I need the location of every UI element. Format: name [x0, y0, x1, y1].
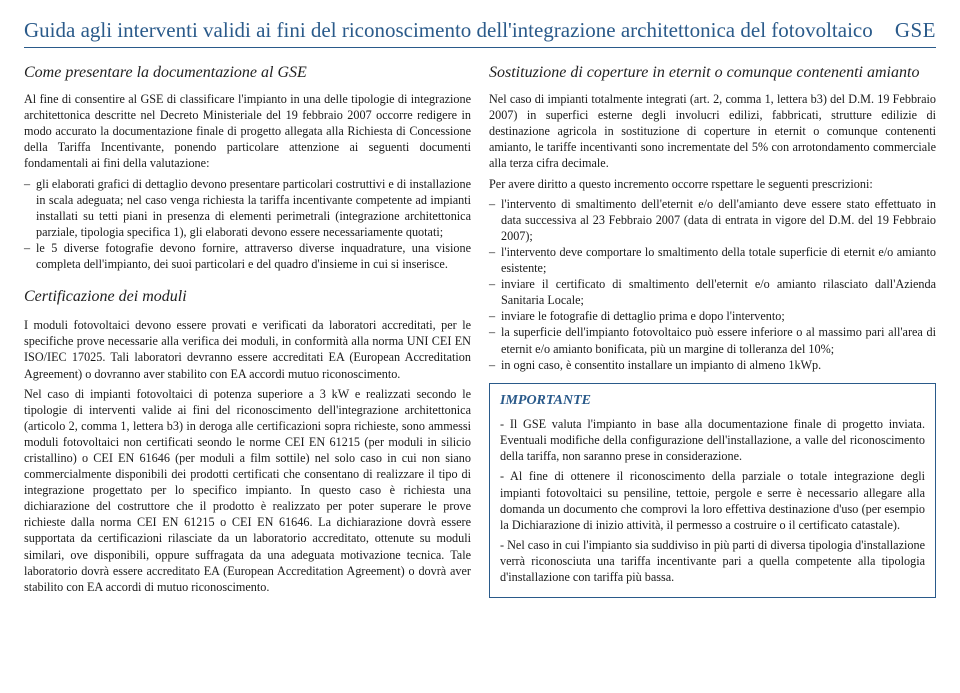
right-subhead: Sostituzione di coperture in eternit o c… — [489, 62, 936, 83]
left-column: Come presentare la documentazione al GSE… — [24, 58, 471, 599]
list-item: gli elaborati grafici di dettaglio devon… — [24, 176, 471, 240]
important-box: IMPORTANTE - Il GSE valuta l'impianto in… — [489, 383, 936, 598]
page-title: Guida agli interventi validi ai fini del… — [24, 18, 873, 43]
list-item: in ogni caso, è consentito installare un… — [489, 357, 936, 373]
left-subhead-2: Certificazione dei moduli — [24, 286, 471, 307]
right-prescriptions-lead: Per avere diritto a questo incremento oc… — [489, 176, 936, 192]
title-row: Guida agli interventi validi ai fini del… — [24, 18, 936, 48]
right-prescriptions-list: l'intervento di smaltimento dell'eternit… — [489, 196, 936, 373]
important-heading: IMPORTANTE — [500, 392, 925, 410]
certification-body: I moduli fotovoltaici devono essere prov… — [24, 317, 471, 595]
list-item: le 5 diverse fotografie devono fornire, … — [24, 240, 471, 272]
right-column: Sostituzione di coperture in eternit o c… — [489, 58, 936, 599]
cert-paragraph-1: I moduli fotovoltaici devono essere prov… — [24, 317, 471, 381]
list-item: l'intervento di smaltimento dell'eternit… — [489, 196, 936, 244]
gse-tag: GSE — [895, 18, 936, 43]
right-intro-paragraph: Nel caso di impianti totalmente integrat… — [489, 91, 936, 171]
two-column-layout: Come presentare la documentazione al GSE… — [24, 58, 936, 599]
important-item-1: - Il GSE valuta l'impianto in base alla … — [500, 416, 925, 464]
list-item: la superficie dell'impianto fotovoltaico… — [489, 324, 936, 356]
important-item-3: - Nel caso in cui l'impianto sia suddivi… — [500, 537, 925, 585]
list-item: inviare il certificato di smaltimento de… — [489, 276, 936, 308]
list-item: l'intervento deve comportare lo smaltime… — [489, 244, 936, 276]
left-requirements-list: gli elaborati grafici di dettaglio devon… — [24, 176, 471, 273]
left-intro-paragraph: Al fine di consentire al GSE di classifi… — [24, 91, 471, 171]
list-item: inviare le fotografie di dettaglio prima… — [489, 308, 936, 324]
important-item-2: - Al fine di ottenere il riconoscimento … — [500, 468, 925, 532]
cert-paragraph-2: Nel caso di impianti fotovoltaici di pot… — [24, 386, 471, 595]
left-subhead-1: Come presentare la documentazione al GSE — [24, 62, 471, 83]
